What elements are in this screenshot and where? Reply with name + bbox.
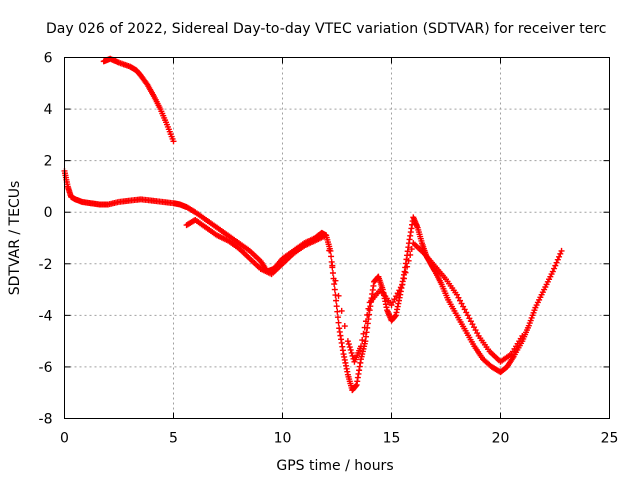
data-point xyxy=(332,292,339,299)
y-axis-label: SDTVAR / TECUs xyxy=(7,181,23,296)
x-tick-label: 20 xyxy=(492,431,510,447)
axis-ticks xyxy=(64,57,610,419)
data-point xyxy=(407,251,414,258)
data-point xyxy=(345,341,352,348)
data-point xyxy=(334,314,341,321)
y-tick-label: -2 xyxy=(39,257,53,273)
data-point xyxy=(338,307,345,314)
series-upper-segment xyxy=(100,55,177,145)
data-point xyxy=(365,305,372,312)
data-point xyxy=(405,257,412,264)
data-point xyxy=(554,256,561,263)
y-tick-label: -4 xyxy=(39,308,53,324)
data-point xyxy=(519,332,526,339)
x-tick-label: 5 xyxy=(169,431,178,447)
data-point xyxy=(335,292,342,299)
y-tick-labels: -8 -6 -4 -2 0 2 4 6 xyxy=(39,51,53,428)
data-point xyxy=(558,247,565,254)
data-point xyxy=(349,352,356,359)
y-tick-label: 6 xyxy=(44,51,53,67)
data-point xyxy=(549,268,556,275)
chart-title: Day 026 of 2022, Sidereal Day-to-day VTE… xyxy=(46,21,606,37)
data-series xyxy=(61,55,565,394)
data-point xyxy=(399,281,406,288)
data-point xyxy=(361,324,368,331)
data-point xyxy=(333,303,340,310)
y-tick-label: 4 xyxy=(44,102,53,118)
data-point xyxy=(348,349,355,356)
data-point xyxy=(552,262,559,269)
x-tick-labels: 0 5 10 15 20 25 xyxy=(60,431,618,447)
data-point xyxy=(329,262,336,269)
data-point xyxy=(347,346,354,353)
data-point xyxy=(551,265,558,272)
x-axis-label: GPS time / hours xyxy=(276,458,393,474)
data-point xyxy=(408,246,415,253)
x-tick-label: 15 xyxy=(383,431,401,447)
data-point xyxy=(323,232,330,239)
data-point xyxy=(326,247,333,254)
data-point xyxy=(362,318,369,325)
y-tick-label: -8 xyxy=(39,412,53,428)
y-tick-label: -6 xyxy=(39,360,53,376)
y-tick-label: 0 xyxy=(44,205,53,221)
data-point xyxy=(360,330,367,337)
data-point xyxy=(341,323,348,330)
data-point xyxy=(357,343,364,350)
series-secondary-band xyxy=(183,216,526,365)
x-tick-label: 25 xyxy=(601,431,619,447)
data-point xyxy=(556,253,563,260)
y-tick-label: 2 xyxy=(44,154,53,170)
data-point xyxy=(331,286,338,293)
data-point xyxy=(333,297,340,304)
data-point xyxy=(402,269,409,276)
data-point xyxy=(359,337,366,344)
data-point xyxy=(400,275,407,282)
x-tick-label: 0 xyxy=(60,431,69,447)
plot-frame xyxy=(64,57,610,419)
data-point xyxy=(328,253,335,260)
x-tick-label: 10 xyxy=(274,431,292,447)
data-point xyxy=(344,338,351,345)
grid xyxy=(64,57,610,419)
data-point xyxy=(335,319,342,326)
data-point xyxy=(364,311,371,318)
data-point xyxy=(553,259,560,266)
data-point xyxy=(331,281,338,288)
data-point xyxy=(170,138,177,145)
data-point xyxy=(329,269,336,276)
data-point xyxy=(404,263,411,270)
data-point xyxy=(332,277,339,284)
data-point xyxy=(334,308,341,315)
data-point xyxy=(346,344,353,351)
data-point xyxy=(557,250,564,257)
